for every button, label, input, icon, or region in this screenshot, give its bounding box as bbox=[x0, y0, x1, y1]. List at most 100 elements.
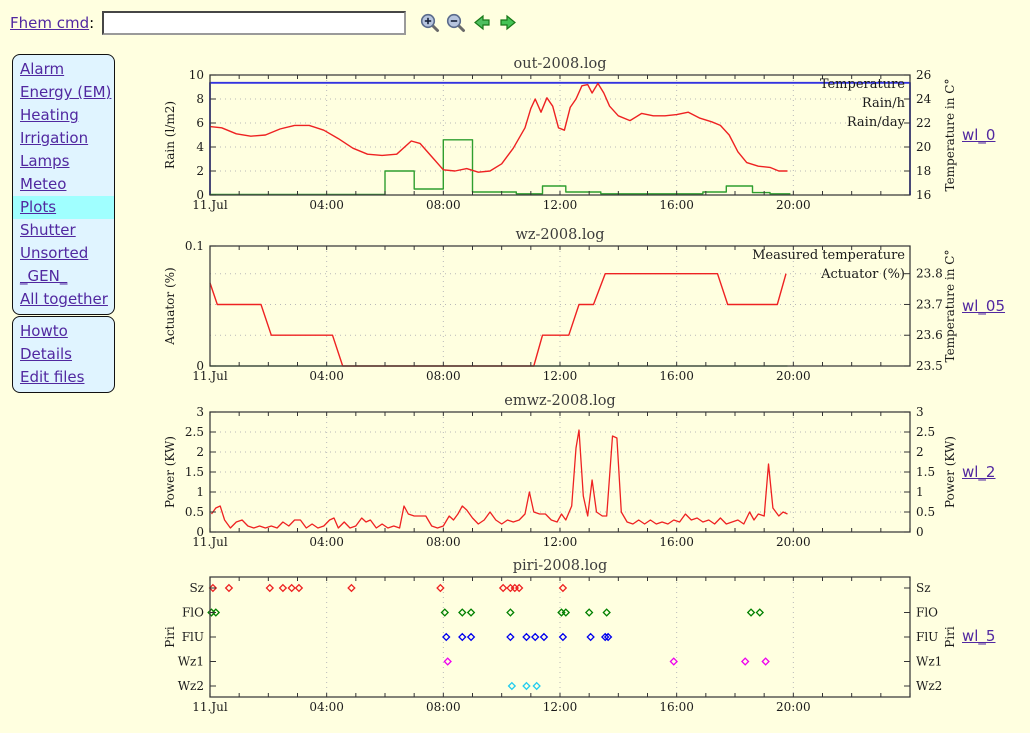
plot-link-wl-05[interactable]: wl_05 bbox=[962, 297, 1006, 315]
data-point-flu bbox=[530, 632, 540, 642]
data-point-sz bbox=[514, 583, 524, 593]
x-tick-label: 04:00 bbox=[309, 535, 344, 549]
data-point-flo bbox=[466, 608, 476, 617]
plot-title: wz-2008.log bbox=[515, 227, 604, 243]
data-point-flo bbox=[458, 608, 467, 617]
category-label: FlO bbox=[916, 606, 938, 620]
data-point-sz bbox=[506, 583, 515, 593]
y-tick-label: 23.7 bbox=[916, 297, 943, 311]
data-point-wz1 bbox=[740, 657, 750, 666]
data-point-flu bbox=[442, 632, 451, 642]
data-point-flu bbox=[458, 632, 467, 642]
data-point-sz bbox=[278, 583, 288, 593]
legend-label-temperature: Temperature bbox=[820, 77, 905, 92]
sidebar-item-lamps[interactable]: Lamps bbox=[20, 152, 70, 170]
data-point-flu bbox=[522, 632, 531, 642]
data-point-flu bbox=[466, 632, 476, 642]
sidebar-item-howto[interactable]: Howto bbox=[20, 322, 68, 340]
data-point-flu bbox=[586, 632, 595, 642]
series-temperature bbox=[209, 82, 788, 173]
forward-button[interactable] bbox=[498, 13, 518, 33]
sidebar-item-energy-em[interactable]: Energy (EM) bbox=[20, 83, 112, 101]
y-tick-label: 0 bbox=[196, 359, 204, 373]
green-arrow-left-icon bbox=[474, 14, 490, 31]
series-rain-day bbox=[209, 81, 911, 195]
x-tick-label: 20:00 bbox=[776, 369, 811, 383]
sidebar-item-edit-files[interactable]: Edit files bbox=[20, 368, 85, 386]
legend-label-actuator: Actuator (%) bbox=[820, 267, 905, 282]
sidebar-item-shutter[interactable]: Shutter bbox=[20, 221, 76, 239]
plot-title: emwz-2008.log bbox=[504, 393, 615, 409]
data-point-sz bbox=[558, 583, 568, 593]
data-point-flo bbox=[755, 608, 765, 617]
x-tick-label: 08:00 bbox=[426, 535, 461, 549]
x-tick-label: 20:00 bbox=[776, 700, 811, 714]
x-tick-label: 16:00 bbox=[659, 198, 694, 212]
sidebar-item-gen[interactable]: _GEN_ bbox=[20, 267, 68, 285]
left-axis-label: Actuator (%) bbox=[163, 267, 177, 345]
legend-label-rain-day: Rain/day bbox=[847, 115, 906, 130]
sidebar-item-heating[interactable]: Heating bbox=[20, 106, 79, 124]
data-point-flu bbox=[506, 632, 515, 642]
sidebar-item-irrigation[interactable]: Irrigation bbox=[20, 129, 89, 147]
command-input[interactable] bbox=[102, 11, 407, 35]
y-tick-label: 0 bbox=[196, 188, 204, 202]
fhem-cmd-link[interactable]: Fhem cmd bbox=[10, 14, 90, 32]
series-rain-h bbox=[210, 139, 791, 196]
category-label: FlU bbox=[182, 630, 204, 644]
x-tick-label: 08:00 bbox=[426, 369, 461, 383]
sidebar-item-unsorted[interactable]: Unsorted bbox=[20, 244, 89, 262]
zoom-out-button[interactable] bbox=[446, 13, 466, 33]
sidebar-item-meteo[interactable]: Meteo bbox=[20, 175, 67, 193]
sidebar-item-alarm[interactable]: Alarm bbox=[20, 60, 65, 78]
data-point-sz bbox=[224, 583, 234, 593]
data-point-sz bbox=[436, 583, 445, 593]
category-label: Sz bbox=[916, 581, 931, 595]
data-point-sz bbox=[498, 583, 508, 593]
data-point-wz1 bbox=[761, 657, 770, 666]
plot-wz-2008: 11.Jul 04:00 08:00 12:00 16:00 20:00 0 0.1 23.5 2… bbox=[163, 227, 957, 383]
back-button[interactable] bbox=[472, 13, 492, 33]
x-tick-label: 16:00 bbox=[659, 700, 694, 714]
green-arrow-right-icon bbox=[500, 14, 517, 31]
plot-link-wl-5[interactable]: wl_5 bbox=[962, 627, 996, 645]
y-tick-label: 1.5 bbox=[916, 465, 935, 479]
y-tick-label: 1.5 bbox=[185, 465, 204, 479]
x-tick-label: 08:00 bbox=[426, 198, 461, 212]
plot-link-wl-0[interactable]: wl_0 bbox=[962, 126, 996, 144]
right-axis-label: Piri bbox=[943, 626, 957, 648]
data-point-wz1 bbox=[669, 657, 678, 666]
left-axis-label: Piri bbox=[163, 626, 177, 648]
y-tick-label: 8 bbox=[196, 92, 204, 106]
y-tick-label: 2 bbox=[196, 445, 204, 459]
x-tick-label: 11.Jul bbox=[192, 198, 228, 212]
plot-piri-2008: 11.Jul 04:00 08:00 12:00 16:00 20:00 Sz FlO FlU W… bbox=[163, 558, 957, 714]
y-tick-label: 3 bbox=[196, 405, 204, 419]
plot-title: piri-2008.log bbox=[513, 558, 608, 574]
y-tick-label: 4 bbox=[196, 140, 204, 154]
sidebar-item-plots[interactable]: Plots bbox=[13, 196, 114, 219]
zoom-in-button[interactable] bbox=[420, 13, 440, 33]
x-tick-label: 12:00 bbox=[543, 535, 578, 549]
sidebar-item-details[interactable]: Details bbox=[20, 345, 73, 363]
x-tick-label: 11.Jul bbox=[192, 700, 228, 714]
data-point-flo bbox=[440, 608, 450, 617]
y-tick-label: 2.5 bbox=[185, 425, 204, 439]
magnifier-minus-icon bbox=[447, 13, 466, 32]
y-tick-label: 0 bbox=[916, 525, 924, 539]
y-tick-label: 3 bbox=[916, 405, 924, 419]
data-point-wz1 bbox=[443, 657, 452, 666]
series-power bbox=[210, 429, 788, 529]
y-tick-label: 23.5 bbox=[916, 359, 943, 373]
category-label: Wz1 bbox=[178, 655, 204, 669]
y-tick-label: 23.6 bbox=[916, 328, 943, 342]
plot-link-wl-2[interactable]: wl_2 bbox=[962, 463, 996, 481]
sidebar-item-all-together[interactable]: All together bbox=[20, 290, 108, 308]
data-point-sz bbox=[287, 583, 296, 593]
x-tick-label: 12:00 bbox=[543, 198, 578, 212]
plot-out-2008: 11.Jul 04:00 08:00 12:00 16:00 20:00024681016… bbox=[163, 56, 957, 212]
right-axis-label: Temperature in C° bbox=[943, 250, 957, 363]
data-point-flo bbox=[746, 608, 756, 617]
y-tick-label: 2 bbox=[196, 164, 204, 178]
y-tick-label: 1 bbox=[916, 485, 924, 499]
